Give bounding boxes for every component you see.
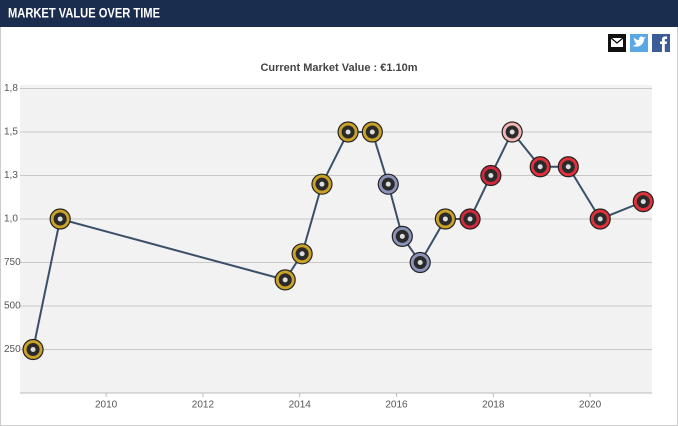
point-part	[417, 259, 423, 265]
point-part	[30, 346, 36, 352]
y-tick-label: 250	[4, 344, 21, 355]
point	[529, 156, 551, 178]
point-part	[319, 181, 325, 187]
plot-area	[20, 85, 652, 393]
x-tick-label: 2010	[95, 400, 118, 411]
x-tick-label: 2012	[192, 400, 215, 411]
x-tick-label: 2016	[385, 400, 408, 411]
y-tick-label: 1,8	[4, 83, 18, 94]
point	[291, 243, 313, 265]
y-tick-label: 1,0	[4, 214, 18, 225]
point	[557, 156, 579, 178]
point	[459, 208, 481, 230]
point-part	[282, 277, 288, 283]
point	[409, 251, 431, 274]
point	[311, 173, 333, 195]
share-twitter[interactable]	[630, 34, 648, 52]
point	[337, 121, 359, 143]
y-tick-label: 500	[4, 301, 21, 312]
point-part	[299, 251, 305, 257]
y-tick-label: 750	[4, 257, 21, 268]
y-tick-label: 1,3	[4, 170, 18, 181]
point-part	[488, 172, 494, 178]
subtitle: Current Market Value : €1.10m	[260, 62, 417, 74]
point-part	[345, 129, 351, 135]
point-part	[57, 216, 63, 222]
point-part	[467, 216, 473, 222]
point	[391, 225, 413, 247]
point-part	[399, 233, 405, 239]
point	[22, 338, 44, 361]
x-tick-label: 2018	[482, 400, 505, 411]
point	[480, 164, 502, 187]
share-facebook[interactable]	[652, 34, 670, 52]
header-bar	[0, 0, 678, 27]
point	[274, 269, 296, 291]
point	[501, 121, 523, 143]
point	[361, 121, 383, 143]
point	[377, 173, 399, 195]
y-tick-label: 1,5	[4, 127, 18, 138]
x-tick-label: 2014	[289, 400, 312, 411]
x-tick-label: 2020	[579, 400, 602, 411]
point	[434, 208, 456, 230]
point	[589, 208, 611, 230]
point-part	[640, 199, 646, 205]
point-part	[565, 164, 571, 170]
point-part	[442, 216, 448, 222]
point-part	[597, 216, 603, 222]
point-part	[369, 129, 375, 135]
point	[49, 208, 71, 230]
point-part	[509, 129, 515, 135]
share-email[interactable]	[608, 34, 626, 52]
point-part	[385, 181, 391, 187]
point	[632, 190, 654, 213]
chart-title: MARKET VALUE OVER TIME	[8, 5, 160, 21]
point-part	[537, 164, 543, 170]
